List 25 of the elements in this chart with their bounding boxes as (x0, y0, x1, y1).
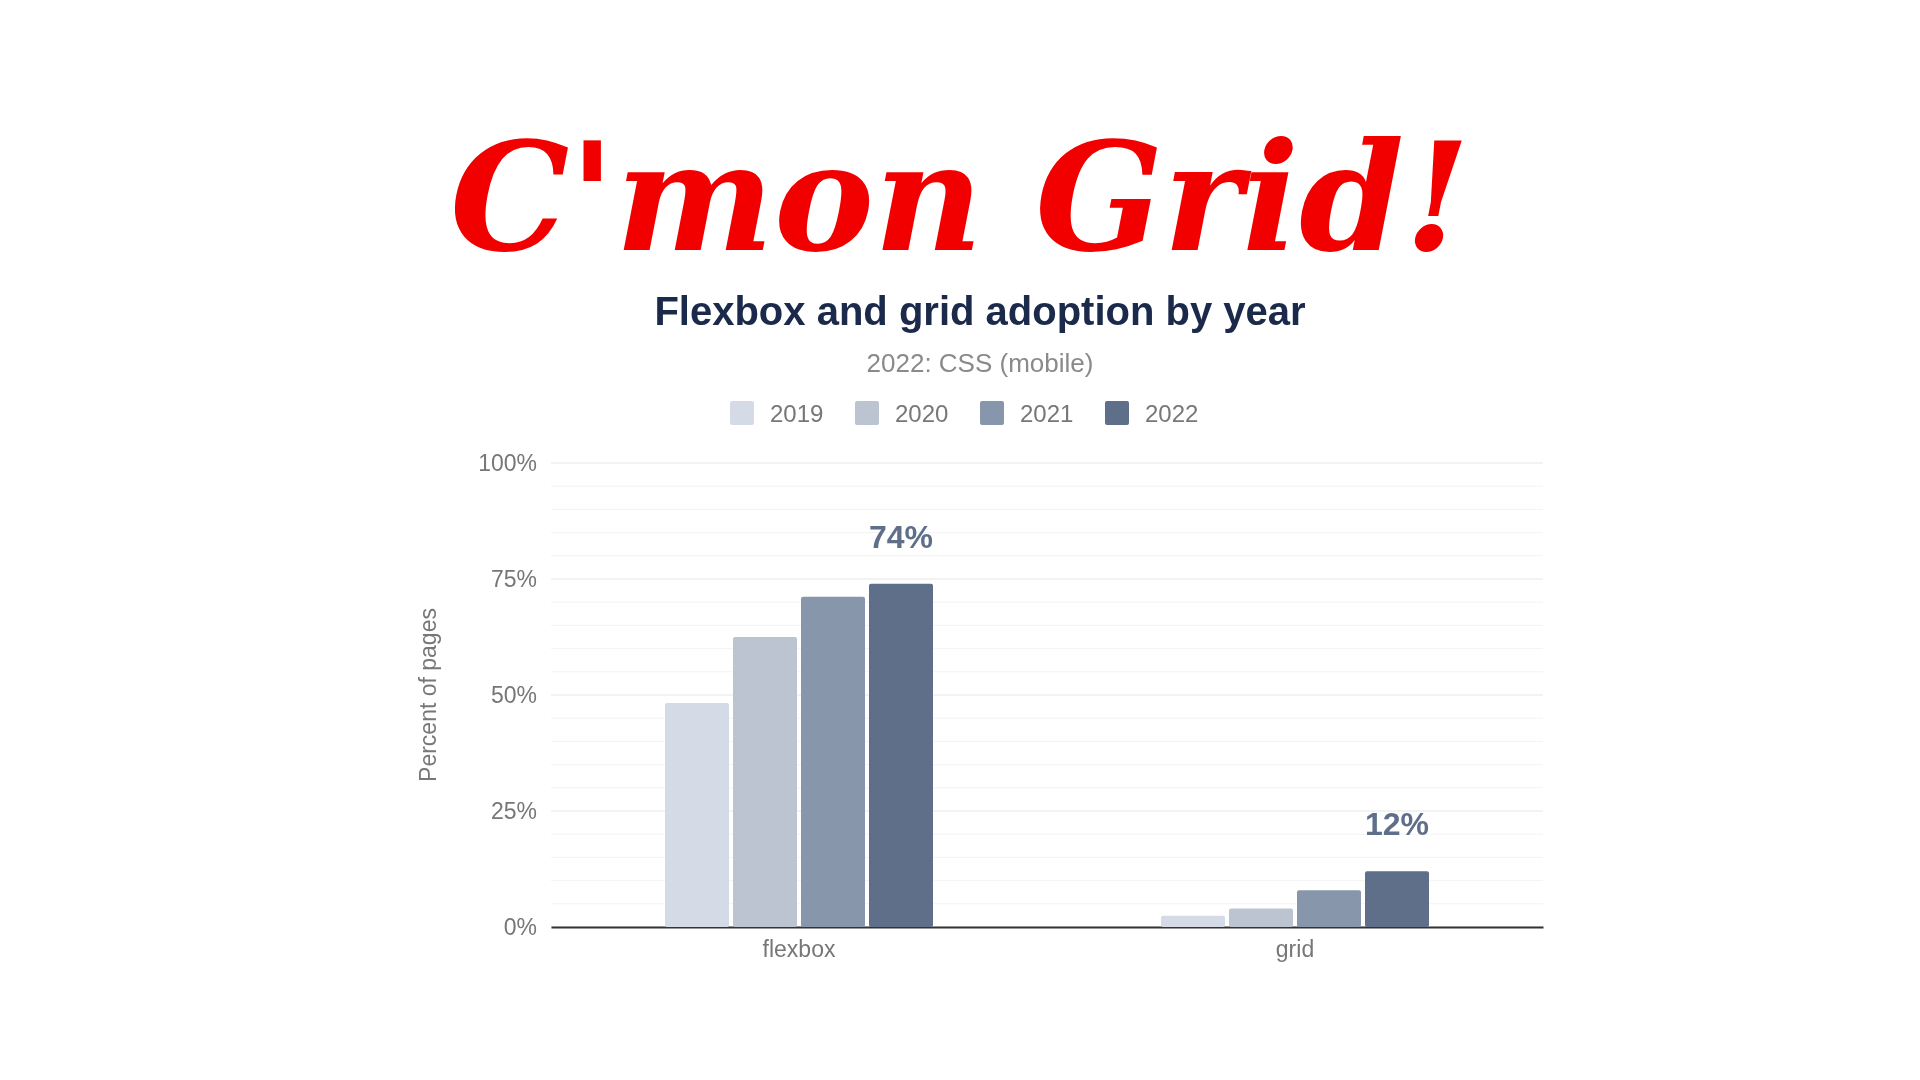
bar (801, 596, 865, 927)
y-axis-title: Percent of pages (415, 608, 441, 782)
bar (869, 583, 933, 927)
bar (1297, 890, 1361, 927)
y-tick-label: 25% (490, 797, 537, 824)
bar (1229, 908, 1293, 927)
data-label: 74% (868, 518, 934, 555)
y-tick-label: 0% (503, 913, 537, 940)
x-tick-label: flexbox (762, 936, 836, 963)
x-tick-label: grid (1275, 936, 1315, 963)
legend-label: 2022 (1145, 400, 1199, 427)
legend-label: 2020 (895, 400, 949, 427)
y-tick-label: 50% (490, 681, 537, 708)
bar (1161, 915, 1225, 927)
text: 2022: CSS (mobile) (866, 348, 1094, 378)
y-tick-label: 75% (490, 565, 537, 592)
legend-label: 2021 (1020, 400, 1074, 427)
bar (665, 702, 729, 927)
chart-subtitle: Flexbox and grid adoption by year (654, 289, 1306, 333)
data-label: 12% (1364, 806, 1430, 843)
chart-title: C'mon Grid! (449, 109, 1471, 285)
bar (733, 637, 797, 927)
y-tick-label: 100% (478, 449, 537, 476)
bar (1365, 871, 1429, 927)
legend-label: 2019 (770, 400, 824, 427)
